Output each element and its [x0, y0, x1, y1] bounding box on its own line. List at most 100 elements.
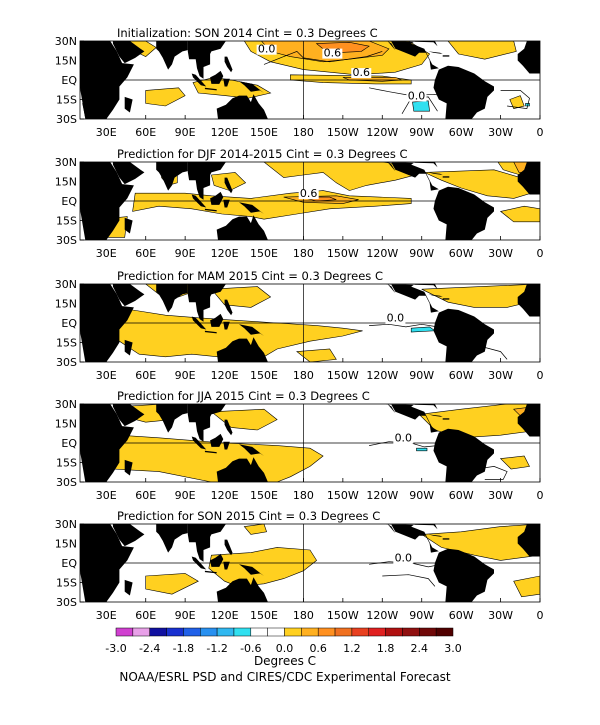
land-baja: [387, 284, 396, 294]
land-north-america: [386, 284, 439, 313]
colorbar-swatch: [301, 627, 319, 637]
panel-title: Prediction for SON 2015 Cint = 0.3 Degre…: [117, 509, 380, 523]
contour-label-bg: [393, 553, 414, 564]
lat-label: 30S: [56, 356, 77, 369]
lon-label: 30W: [488, 609, 513, 622]
lon-label: 120W: [366, 126, 398, 139]
lon-label: 30E: [96, 609, 117, 622]
colorbar-swatch: [402, 627, 420, 637]
anomaly-region: [80, 434, 324, 482]
colorbar-swatch: [284, 627, 302, 637]
lat-label: 15S: [56, 457, 77, 470]
lon-label: 60E: [135, 247, 156, 260]
lat-label: 30S: [56, 596, 77, 609]
lon-label: 150E: [250, 126, 278, 139]
anomaly-region: [499, 455, 530, 470]
lon-label: 60E: [135, 489, 156, 502]
contour-label: 0.0: [408, 90, 426, 103]
land-hispaniola: [442, 538, 450, 540]
land-philippines: [224, 299, 233, 316]
land-south-america: [433, 548, 494, 602]
land-north-america: [386, 41, 439, 70]
land-philippines: [224, 419, 233, 436]
land-nw-africa: [517, 41, 540, 74]
lon-label: 150W: [327, 609, 359, 622]
land-india: [156, 404, 188, 433]
anomaly-region: [447, 41, 517, 60]
panel-title: Prediction for DJF 2014-2015 Cint = 0.3 …: [117, 147, 408, 161]
contour-label: 0.0: [258, 43, 276, 56]
land-sulawesi: [223, 561, 230, 570]
land-borneo: [210, 433, 224, 447]
lon-label: 90W: [409, 489, 434, 502]
colorbar-swatch: [149, 627, 167, 637]
forecast-panel: Prediction for MAM 2015 Cint = 0.3 Degre…: [55, 269, 544, 382]
lat-label: 30N: [55, 278, 77, 291]
land-borneo: [210, 70, 224, 84]
land-nw-africa: [517, 524, 540, 557]
lat-label: 15N: [55, 55, 77, 68]
lon-label: 180: [293, 126, 314, 139]
contour-label: 0.0: [387, 312, 405, 325]
land-java: [204, 87, 217, 91]
colorbar-swatch: [317, 627, 336, 637]
land-hispaniola: [442, 418, 450, 420]
lon-label: 60W: [449, 369, 474, 382]
contour-label: 0.0: [395, 552, 413, 565]
lat-label: 15N: [55, 298, 77, 311]
colorbar-swatch: [267, 627, 285, 637]
colorbar-swatch: [115, 627, 134, 637]
footer-credit: NOAA/ESRL PSD and CIRES/CDC Experimental…: [119, 670, 451, 684]
lon-label: 90W: [409, 609, 434, 622]
lon-label: 30W: [488, 247, 513, 260]
contour-label-bg: [385, 313, 406, 324]
lon-label: 0: [537, 247, 544, 260]
lon-label: 90E: [175, 369, 196, 382]
land-madagascar: [124, 339, 133, 356]
colorbar: -3.0 -2.4 -1.8 -1.2 -0.6 0.0 0.6 1.2 1.8 2.4 3.0 D…: [105, 627, 462, 668]
lon-label: 150E: [250, 247, 278, 260]
anomaly-region: [421, 284, 540, 308]
anomaly-region: [145, 573, 199, 595]
map-area: 0.0: [80, 524, 540, 602]
land-india: [156, 524, 188, 553]
contour-label: 0.6: [324, 47, 342, 60]
land-madagascar: [124, 579, 133, 596]
map-area: 0.0: [80, 284, 540, 362]
contour-label-bg: [256, 44, 277, 55]
land-philippines: [224, 56, 233, 73]
land-new-guinea: [239, 81, 264, 93]
land-sulawesi: [223, 78, 230, 87]
lon-label: 30E: [96, 126, 117, 139]
land-java: [204, 330, 217, 334]
colorbar-swatch: [132, 627, 150, 637]
colorbar-swatch: [435, 627, 454, 637]
lon-label: 120E: [211, 126, 239, 139]
colorbar-swatch: [419, 627, 437, 637]
land-cuba: [428, 414, 443, 417]
land-se-asia: [187, 404, 226, 442]
contour-label-bg: [298, 189, 319, 200]
lat-label: 30N: [55, 156, 77, 169]
colorbar-tick-label: -2.4: [139, 642, 160, 655]
land-australia: [216, 577, 268, 602]
lon-label: 120W: [366, 489, 398, 502]
land-arabia: [112, 284, 145, 307]
colorbar-tick-label: 1.8: [377, 642, 395, 655]
colorbar-swatch: [233, 627, 252, 637]
land-north-america: [386, 404, 439, 433]
contour-label-bg: [322, 48, 343, 59]
contour-label-bg: [393, 433, 414, 444]
land-cuba: [428, 51, 443, 54]
land-se-asia: [187, 284, 226, 322]
lat-label: 30N: [55, 518, 77, 531]
colorbar-tick-label: 2.4: [411, 642, 429, 655]
land-north-america: [386, 162, 439, 191]
land-baja: [387, 404, 396, 414]
lat-label: 15S: [56, 94, 77, 107]
colorbar-tick-label: 0.6: [309, 642, 327, 655]
land-madagascar: [124, 96, 133, 113]
colorbar-swatches: [115, 627, 454, 637]
anomaly-region: [424, 169, 540, 199]
